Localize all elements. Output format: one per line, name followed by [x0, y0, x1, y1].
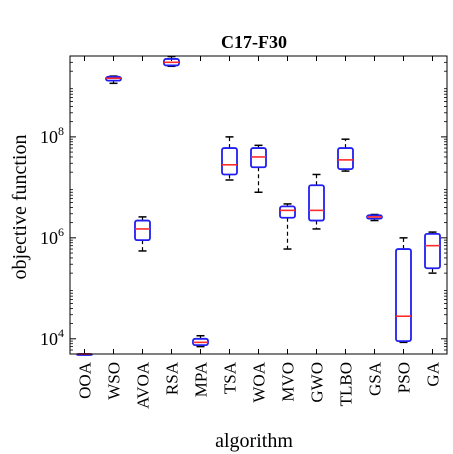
box	[337, 147, 354, 170]
x-tick-label: GSA	[366, 361, 385, 396]
plot-area: 104 106 108 OOA WSO AVOA RSA MPA TSA WOA MVO GWO TLB…	[40, 55, 447, 409]
x-tick-label: RSA	[163, 361, 182, 395]
x-axis-label: algorithm	[215, 430, 293, 452]
box	[424, 232, 441, 270]
y-tick-label: 104	[40, 326, 64, 349]
x-tick-label: MPA	[192, 361, 211, 397]
x-tick-label: TSA	[221, 361, 240, 394]
box	[134, 219, 151, 242]
x-tick-label: MVO	[279, 362, 298, 402]
y-axis-label: objective function	[9, 135, 31, 280]
y-tick-label: 108	[40, 124, 64, 147]
x-tick-label: GA	[424, 361, 443, 386]
x-tick-label: TLBO	[337, 362, 356, 406]
x-tick-label: OOA	[76, 361, 95, 399]
x-tick-label: GWO	[308, 362, 327, 403]
box	[279, 205, 296, 219]
box	[221, 147, 238, 176]
y-tick-label: 106	[40, 225, 64, 248]
plot-frame	[69, 55, 448, 355]
x-tick-label: WOA	[250, 361, 269, 402]
box	[308, 184, 325, 222]
box	[395, 248, 412, 343]
chart-title: C17-F30	[221, 32, 287, 52]
x-tick-label: PSO	[395, 362, 414, 393]
x-tick-label: WSO	[105, 362, 124, 400]
x-tick-label: AVOA	[134, 361, 153, 409]
